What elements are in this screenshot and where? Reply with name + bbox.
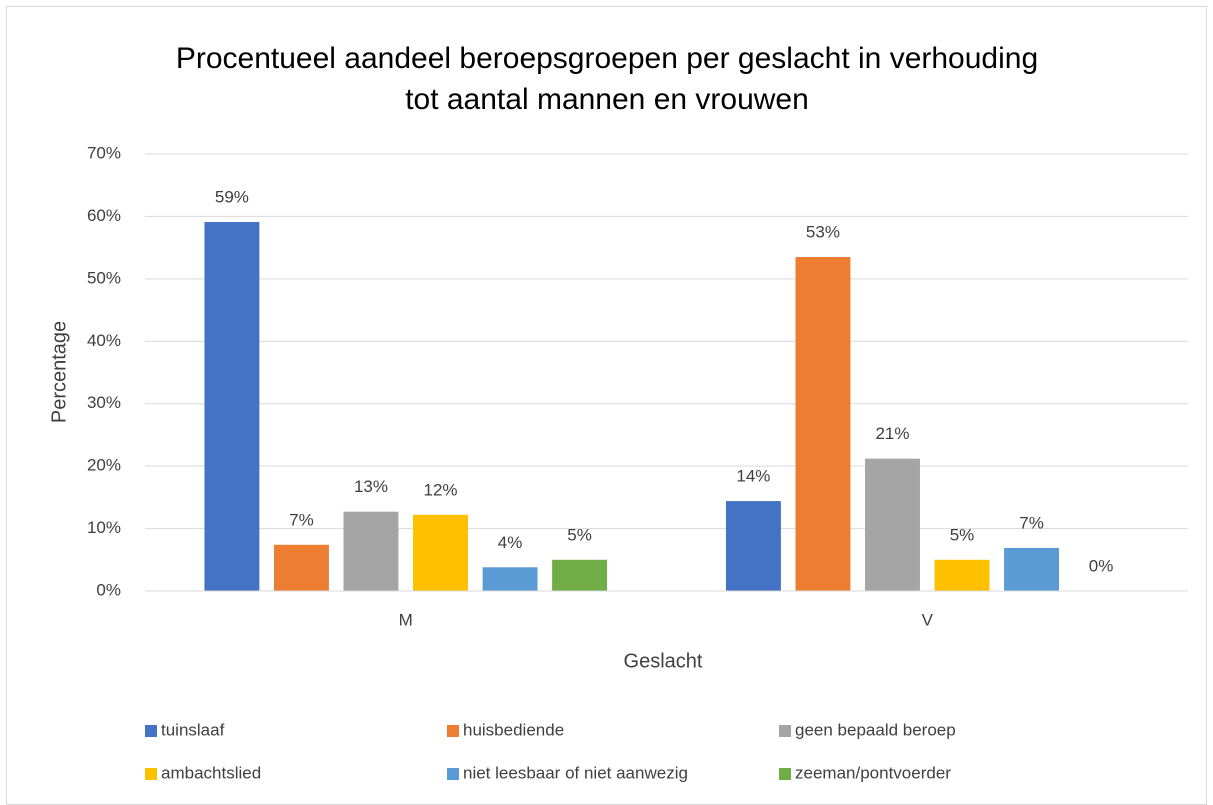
- legend-label: tuinslaaf: [161, 720, 225, 739]
- data-label: 59%: [215, 188, 249, 207]
- legend-swatch: [145, 725, 157, 737]
- y-tick-label: 50%: [87, 268, 121, 287]
- legend-label: zeeman/pontvoerder: [795, 763, 951, 782]
- data-label: 5%: [950, 525, 975, 544]
- data-label: 12%: [424, 480, 458, 499]
- legend-label: huisbediende: [463, 720, 564, 739]
- x-tick-label: V: [922, 610, 934, 629]
- legend-label: geen bepaald beroep: [795, 720, 956, 739]
- data-label: 13%: [354, 477, 388, 496]
- legend-swatch: [779, 768, 791, 780]
- bar: [552, 559, 608, 591]
- legend-swatch: [779, 725, 791, 737]
- legend-swatch: [145, 768, 157, 780]
- data-label: 7%: [289, 510, 314, 529]
- bar: [725, 501, 781, 591]
- data-label: 4%: [498, 533, 523, 552]
- chart-title: Procentueel aandeel beroepsgroepen per g…: [175, 42, 1039, 116]
- legend-swatch: [447, 768, 459, 780]
- bar: [795, 257, 851, 591]
- bar: [482, 567, 538, 591]
- bar: [343, 511, 399, 591]
- bar: [273, 544, 329, 591]
- y-tick-label: 60%: [87, 206, 121, 225]
- data-label: 14%: [736, 467, 770, 486]
- x-axis-title: Geslacht: [624, 650, 703, 672]
- data-label: 7%: [1019, 513, 1044, 532]
- bar: [204, 222, 260, 591]
- data-label: 0%: [1089, 556, 1114, 575]
- y-tick-label: 40%: [87, 331, 121, 350]
- y-tick-label: 0%: [96, 580, 121, 599]
- legend-label: niet leesbaar of niet aanwezig: [463, 763, 688, 782]
- y-tick-label: 70%: [87, 143, 121, 162]
- legend-swatch: [447, 725, 459, 737]
- bar: [413, 514, 468, 591]
- y-tick-label: 10%: [87, 518, 121, 537]
- data-label: 53%: [806, 222, 840, 241]
- data-label: 21%: [875, 424, 909, 443]
- bar: [934, 559, 990, 591]
- x-tick-label: M: [399, 610, 413, 629]
- y-tick-label: 20%: [87, 456, 121, 475]
- chart-border: [6, 6, 1207, 805]
- bar: [1004, 547, 1060, 591]
- y-tick-label: 30%: [87, 393, 121, 412]
- bar: [865, 458, 920, 591]
- data-label: 5%: [567, 525, 592, 544]
- legend-label: ambachtslied: [161, 763, 261, 782]
- y-axis-title: Percentage: [48, 321, 70, 423]
